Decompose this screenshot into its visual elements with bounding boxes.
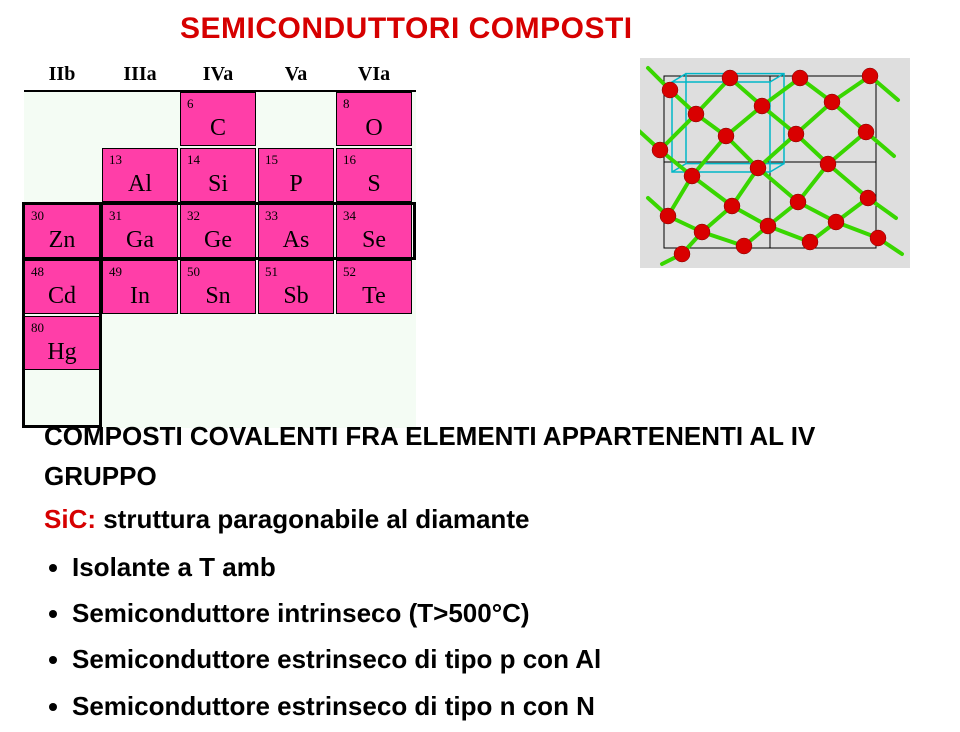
cell-C: 6 C (180, 92, 256, 146)
atomic-number: 48 (31, 264, 44, 280)
ptable-header-row: IIb IIIa IVa Va VIa (24, 60, 416, 92)
cell-Sb: 51 Sb (258, 260, 334, 314)
page-title: SEMICONDUTTORI COMPOSTI (180, 12, 633, 46)
atomic-number: 49 (109, 264, 122, 280)
element-symbol: As (259, 227, 333, 254)
cell-Ga: 31 Ga (102, 204, 178, 258)
cell-Zn: 30 Zn (24, 204, 100, 258)
bullet-2: Semiconduttore intrinseco (T>500°C) (72, 593, 916, 633)
col-header-IIb: IIb (24, 63, 100, 86)
cell-Cd: 48 Cd (24, 260, 100, 314)
element-symbol: C (181, 115, 255, 142)
atomic-number: 6 (187, 96, 194, 112)
bullet-1: Isolante a T amb (72, 547, 916, 587)
element-symbol: Sn (181, 283, 255, 310)
cell-As: 33 As (258, 204, 334, 258)
cell-O: 8 O (336, 92, 412, 146)
atomic-number: 16 (343, 152, 356, 168)
col-header-VIa: VIa (336, 63, 412, 86)
crystal-lattice-diagram (640, 58, 910, 268)
element-symbol: Ga (103, 227, 177, 254)
element-symbol: O (337, 115, 411, 142)
cell-Se: 34 Se (336, 204, 412, 258)
bullet-4: Semiconduttore estrinseco di tipo n con … (72, 686, 916, 726)
cell-In: 49 In (102, 260, 178, 314)
element-symbol: Se (337, 227, 411, 254)
cell-Sn: 50 Sn (180, 260, 256, 314)
element-symbol: Zn (25, 227, 99, 254)
atomic-number: 8 (343, 96, 350, 112)
element-symbol: P (259, 171, 333, 198)
lattice-svg (640, 58, 910, 268)
atomic-number: 80 (31, 320, 44, 336)
periodic-table: IIb IIIa IVa Va VIa 6 C 8 O 13 Al 14 Si … (24, 60, 416, 428)
sic-line: SiC: struttura paragonabile al diamante (44, 499, 916, 539)
element-symbol: Al (103, 171, 177, 198)
cell-Ge: 32 Ge (180, 204, 256, 258)
element-symbol: Hg (25, 339, 99, 366)
element-symbol: S (337, 171, 411, 198)
ptable-cells: 6 C 8 O 13 Al 14 Si 15 P 16 S 30 Zn (24, 92, 416, 428)
atomic-number: 34 (343, 208, 356, 224)
atomic-number: 32 (187, 208, 200, 224)
atomic-number: 15 (265, 152, 278, 168)
atomic-number: 13 (109, 152, 122, 168)
element-symbol: Cd (25, 283, 99, 310)
covalent-heading: COMPOSTI COVALENTI FRA ELEMENTI APPARTEN… (44, 416, 916, 497)
cell-Te: 52 Te (336, 260, 412, 314)
element-symbol: Sb (259, 283, 333, 310)
sic-desc: struttura paragonabile al diamante (96, 504, 529, 534)
element-symbol: In (103, 283, 177, 310)
atomic-number: 30 (31, 208, 44, 224)
atomic-number: 52 (343, 264, 356, 280)
cell-Si: 14 Si (180, 148, 256, 202)
bullet-3: Semiconduttore estrinseco di tipo p con … (72, 639, 916, 679)
element-symbol: Si (181, 171, 255, 198)
col-header-IIIa: IIIa (102, 63, 178, 86)
cell-Al: 13 Al (102, 148, 178, 202)
cell-S: 16 S (336, 148, 412, 202)
atomic-number: 31 (109, 208, 122, 224)
element-symbol: Te (337, 283, 411, 310)
bullet-list: Isolante a T amb Semiconduttore intrinse… (44, 547, 916, 726)
col-header-Va: Va (258, 63, 334, 86)
atomic-number: 14 (187, 152, 200, 168)
col-header-IVa: IVa (180, 63, 256, 86)
element-symbol: Ge (181, 227, 255, 254)
sic-label: SiC: (44, 504, 96, 534)
atomic-number: 51 (265, 264, 278, 280)
atomic-number: 50 (187, 264, 200, 280)
cell-P: 15 P (258, 148, 334, 202)
cell-Hg: 80 Hg (24, 316, 100, 370)
atomic-number: 33 (265, 208, 278, 224)
body-text: COMPOSTI COVALENTI FRA ELEMENTI APPARTEN… (44, 416, 916, 732)
